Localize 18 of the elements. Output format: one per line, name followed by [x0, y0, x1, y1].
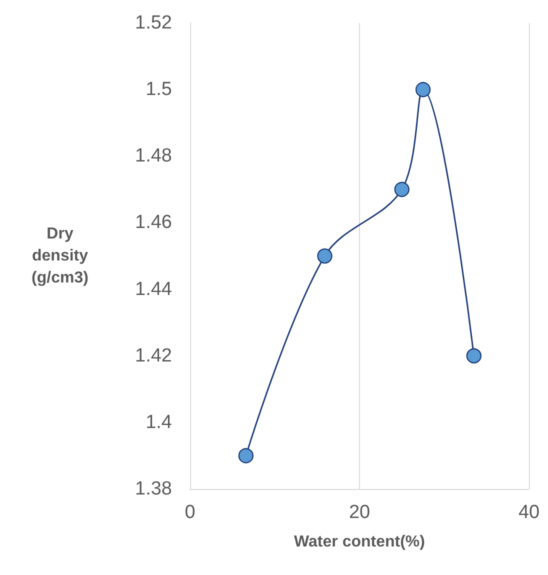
y-axis-title: Dry density (g/cm3) — [32, 226, 88, 286]
x-tick-label: 40 — [518, 502, 540, 523]
point — [394, 182, 410, 198]
x-tick-label: 0 — [184, 502, 196, 523]
x-axis-title: Water content(%) — [294, 534, 425, 550]
point — [238, 448, 254, 464]
point — [415, 82, 431, 98]
x-tick-label: 20 — [348, 502, 370, 523]
y-tick-label: 1.52 — [135, 12, 172, 34]
y-tick-label: 1.46 — [135, 212, 172, 234]
y-tick-label: 1.4 — [146, 412, 172, 433]
point — [317, 248, 332, 264]
y-tick-label: 1.5 — [146, 79, 172, 100]
y-tick-label: 1.44 — [135, 278, 172, 300]
y-tick-label: 1.42 — [135, 345, 172, 366]
y-tick-label: 1.48 — [135, 146, 172, 167]
point — [466, 348, 482, 364]
y-tick-label: 1.38 — [135, 478, 172, 500]
